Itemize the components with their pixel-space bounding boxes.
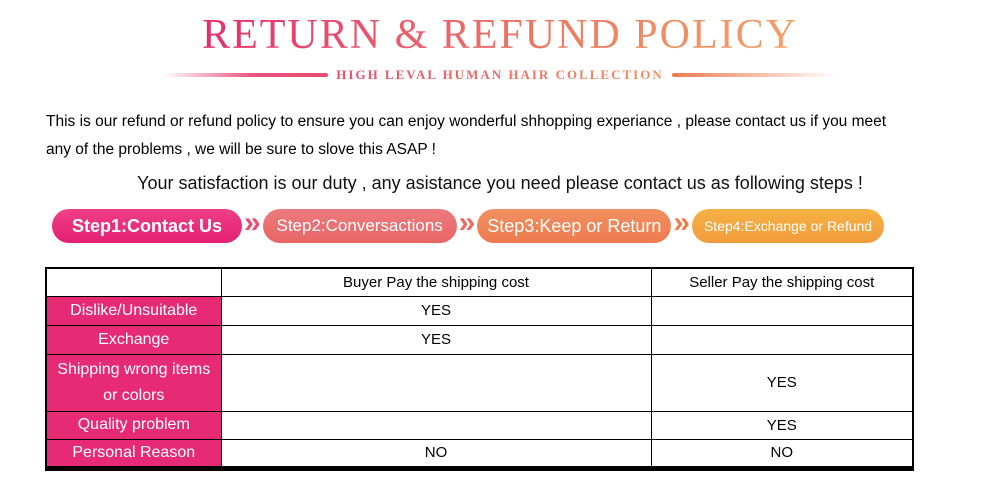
table-header-buyer: Buyer Pay the shipping cost: [220, 267, 652, 297]
steps-row: Step1:Contact Us » Step2:Conversactions …: [0, 208, 1000, 244]
intro-text-line2: any of the problems , we will be sure to…: [46, 141, 436, 159]
table-row-exchange: Exchange YES: [45, 324, 914, 355]
table-row-personal: Personal Reason NO NO: [45, 438, 914, 469]
chevron-right-icon: »: [458, 206, 476, 240]
subtitle-row: HIGH LEVAL HUMAN HAIR COLLECTION: [0, 66, 1000, 84]
chevron-right-icon: »: [243, 206, 261, 240]
page-title: RETURN & REFUND POLICY: [202, 12, 798, 58]
intro-paragraph: This is our refund or refund policy to e…: [46, 108, 955, 164]
seller-cell: [650, 295, 914, 326]
step2-conversactions-button[interactable]: Step2:Conversactions: [262, 209, 457, 244]
policy-table: Buyer Pay the shipping cost Seller Pay t…: [45, 267, 914, 471]
table-row-dislike: Dislike/Unsuitable YES: [45, 295, 914, 326]
step3-keep-or-return-button[interactable]: Step3:Keep or Return: [477, 209, 672, 244]
row-label: Personal Reason: [45, 438, 222, 469]
step4-exchange-or-refund-button[interactable]: Step4:Exchange or Refund: [692, 209, 885, 244]
step1-contact-us-button[interactable]: Step1:Contact Us: [51, 209, 242, 244]
decorative-line-right: [671, 73, 838, 78]
header: RETURN & REFUND POLICY: [0, 0, 1000, 58]
seller-cell: YES: [650, 353, 914, 412]
table-row-quality: Quality problem YES: [45, 410, 914, 440]
buyer-cell: YES: [220, 324, 652, 355]
buyer-cell: [220, 410, 652, 440]
decorative-line-left: [162, 73, 329, 78]
intro-text-line1: This is our refund or refund policy to e…: [46, 113, 887, 131]
table-row-wrong-items: Shipping wrong items or colors YES: [45, 353, 914, 412]
seller-cell: [650, 324, 914, 355]
seller-cell: YES: [650, 410, 914, 440]
buyer-cell: NO: [220, 438, 652, 469]
row-label: Shipping wrong items or colors: [45, 353, 222, 412]
row-label: Quality problem: [45, 410, 222, 440]
row-label: Exchange: [45, 324, 222, 355]
buyer-cell: YES: [220, 295, 652, 326]
table-header-row: Buyer Pay the shipping cost Seller Pay t…: [45, 267, 914, 297]
chevron-right-icon: »: [673, 206, 691, 240]
row-label: Dislike/Unsuitable: [45, 295, 222, 326]
satisfaction-text: Your satisfaction is our duty , any asis…: [137, 173, 863, 194]
table-header-seller: Seller Pay the shipping cost: [650, 267, 914, 297]
buyer-cell: [220, 353, 652, 412]
seller-cell: NO: [650, 438, 914, 469]
page-subtitle: HIGH LEVAL HUMAN HAIR COLLECTION: [336, 67, 664, 83]
table-header-blank: [45, 267, 222, 297]
